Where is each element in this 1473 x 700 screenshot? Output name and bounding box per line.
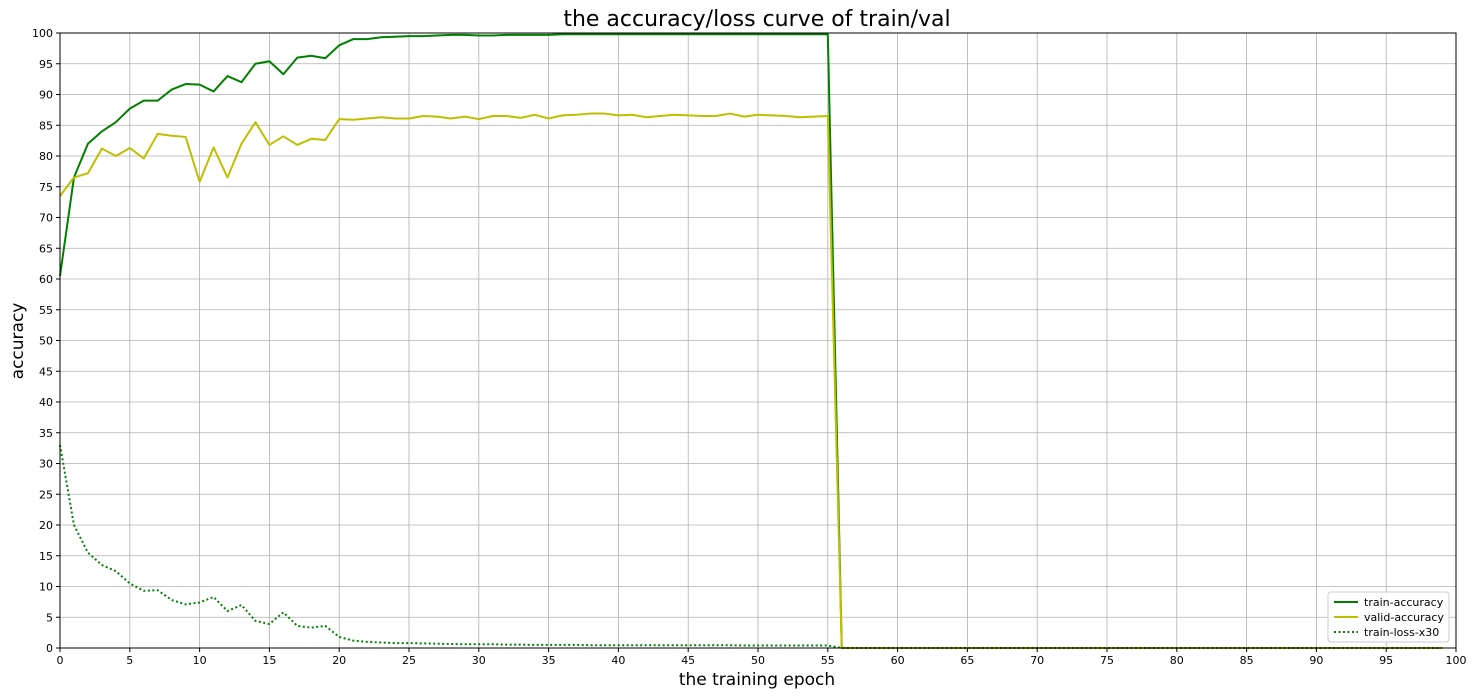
x-tick-label: 60 [891, 654, 905, 667]
x-tick-label: 45 [681, 654, 695, 667]
legend-box [1327, 591, 1450, 643]
y-tick-label: 45 [39, 365, 53, 378]
grid [59, 32, 1457, 649]
x-tick-label: 95 [1379, 654, 1393, 667]
y-tick-label: 15 [39, 550, 53, 563]
y-tick-label: 50 [39, 335, 53, 348]
y-tick-label: 35 [39, 427, 53, 440]
y-tick-label: 85 [39, 119, 53, 132]
y-tick-label: 0 [46, 642, 53, 655]
x-tick-label: 25 [402, 654, 416, 667]
y-tick-label: 40 [39, 396, 53, 409]
x-tick-label: 70 [1030, 654, 1044, 667]
y-tick-label: 70 [39, 212, 53, 225]
x-tick-label: 85 [1240, 654, 1254, 667]
x-tick-label: 90 [1309, 654, 1323, 667]
x-axis-title: the training epoch [679, 670, 835, 690]
y-tick-label: 60 [39, 273, 53, 286]
x-tick-label: 55 [821, 654, 835, 667]
x-tick-label: 50 [751, 654, 765, 667]
y-tick-label: 25 [39, 488, 53, 501]
x-tick-label: 5 [126, 654, 133, 667]
y-tick-label: 55 [39, 304, 53, 317]
y-tick-label: 80 [39, 150, 53, 163]
y-tick-label: 20 [39, 519, 53, 532]
y-tick-label: 65 [39, 242, 53, 255]
y-tick-label: 95 [39, 58, 53, 71]
y-tick-label: 75 [39, 181, 53, 194]
x-tick-label: 65 [960, 654, 974, 667]
legend-label: train-loss-x30 [1364, 626, 1439, 639]
x-tick-label: 40 [611, 654, 625, 667]
legend: train-accuracy valid-accuracy train-loss-x… [1327, 591, 1450, 643]
x-tick-label: 80 [1170, 654, 1184, 667]
legend-label: valid-accuracy [1364, 611, 1444, 624]
axis-ticks: 0 5 10 15 20 25 30 35 40 45 50 55 60 65 70 75 80 85 90 95 10… [32, 27, 1467, 667]
chart-title: the accuracy/loss curve of train/val [563, 7, 950, 32]
x-tick-label: 10 [193, 654, 207, 667]
x-tick-label: 100 [1446, 654, 1467, 667]
x-tick-label: 35 [542, 654, 556, 667]
legend-label: train-accuracy [1364, 596, 1444, 609]
x-tick-label: 0 [57, 654, 64, 667]
y-tick-label: 5 [46, 611, 53, 624]
y-tick-label: 100 [32, 27, 53, 40]
x-tick-label: 15 [262, 654, 276, 667]
y-axis-title: accuracy [8, 303, 28, 380]
y-tick-label: 90 [39, 89, 53, 102]
x-tick-label: 75 [1100, 654, 1114, 667]
y-tick-label: 10 [39, 581, 53, 594]
x-tick-label: 30 [472, 654, 486, 667]
x-tick-label: 20 [332, 654, 346, 667]
y-tick-label: 30 [39, 458, 53, 471]
